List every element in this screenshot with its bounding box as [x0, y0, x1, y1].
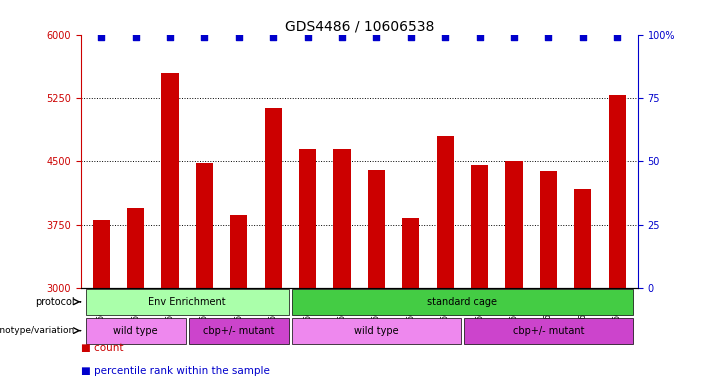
Point: [336, 34, 348, 40]
Point: [233, 34, 245, 40]
Bar: [292, 318, 461, 344]
Point: [543, 34, 554, 40]
Bar: [464, 318, 633, 344]
Bar: [608, 95, 626, 288]
Bar: [265, 108, 282, 288]
Bar: [437, 136, 454, 288]
Bar: [334, 149, 350, 288]
Point: [371, 34, 382, 40]
Text: ■ percentile rank within the sample: ■ percentile rank within the sample: [81, 366, 269, 376]
Text: wild type: wild type: [114, 326, 158, 336]
Text: ■ count: ■ count: [81, 343, 123, 353]
Bar: [292, 290, 633, 315]
Bar: [86, 318, 186, 344]
Bar: [196, 163, 213, 288]
Bar: [161, 73, 179, 288]
Point: [199, 34, 210, 40]
Title: GDS4486 / 10606538: GDS4486 / 10606538: [285, 20, 434, 33]
Text: genotype/variation: genotype/variation: [0, 326, 75, 335]
Point: [577, 34, 588, 40]
Bar: [471, 165, 489, 288]
Bar: [574, 189, 592, 288]
Bar: [86, 290, 289, 315]
Bar: [93, 220, 110, 288]
Bar: [299, 149, 316, 288]
Point: [612, 34, 623, 40]
Bar: [368, 170, 385, 288]
Text: cbp+/- mutant: cbp+/- mutant: [512, 326, 584, 336]
Point: [165, 34, 176, 40]
Bar: [230, 215, 247, 288]
Point: [474, 34, 485, 40]
Text: standard cage: standard cage: [428, 297, 498, 307]
Point: [508, 34, 519, 40]
Text: protocol: protocol: [36, 297, 75, 307]
Text: Env Enrichment: Env Enrichment: [149, 297, 226, 307]
Bar: [505, 161, 523, 288]
Bar: [127, 208, 144, 288]
Text: cbp+/- mutant: cbp+/- mutant: [203, 326, 275, 336]
Bar: [540, 171, 557, 288]
Point: [440, 34, 451, 40]
Point: [130, 34, 142, 40]
Point: [302, 34, 313, 40]
Bar: [189, 318, 289, 344]
Bar: [402, 218, 419, 288]
Point: [405, 34, 416, 40]
Point: [268, 34, 279, 40]
Point: [95, 34, 107, 40]
Text: wild type: wild type: [354, 326, 399, 336]
